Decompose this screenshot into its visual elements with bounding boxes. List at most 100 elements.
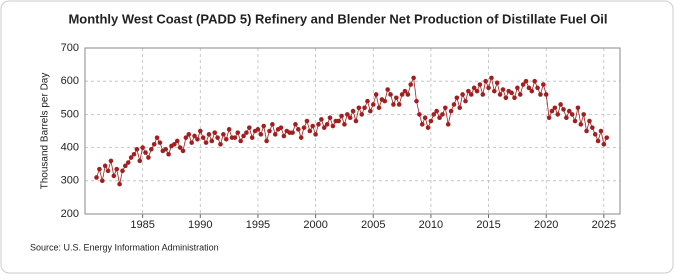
data-point: [414, 98, 419, 104]
data-point: [549, 108, 555, 114]
x-tick-label: 2020: [534, 219, 558, 231]
data-point: [172, 141, 177, 147]
data-point: [247, 125, 252, 130]
y-tick-label: 500: [61, 108, 79, 120]
data-point: [552, 105, 558, 111]
data-point: [529, 88, 535, 94]
data-point: [448, 108, 454, 114]
data-point: [569, 112, 575, 117]
data-point: [572, 118, 578, 124]
data-point: [347, 115, 353, 121]
data-point: [578, 122, 584, 127]
data-point: [353, 118, 359, 124]
data-point: [192, 133, 197, 139]
data-point: [474, 88, 480, 94]
data-point: [97, 166, 102, 172]
data-point: [489, 75, 494, 81]
data-point: [512, 95, 517, 101]
data-point: [102, 163, 108, 169]
data-point: [232, 135, 238, 140]
data-point: [177, 145, 183, 150]
chart-title: Monthly West Coast (PADD 5) Refinery and…: [68, 11, 607, 26]
data-point: [457, 105, 463, 111]
data-point: [486, 85, 491, 91]
data-point: [362, 105, 367, 111]
data-point: [272, 132, 278, 137]
data-point: [419, 122, 425, 127]
data-point: [166, 151, 171, 157]
data-point: [180, 148, 186, 154]
data-point: [301, 125, 307, 130]
data-point: [163, 146, 169, 152]
data-point: [428, 118, 434, 124]
y-tick-label: 600: [61, 75, 79, 87]
data-point: [255, 127, 261, 132]
data-point: [319, 117, 324, 122]
data-point: [587, 118, 592, 124]
data-point: [183, 135, 189, 140]
data-point: [327, 115, 333, 121]
x-tick-label: 1990: [188, 219, 212, 231]
data-point: [140, 145, 145, 150]
data-point: [304, 118, 310, 124]
data-point: [111, 173, 117, 179]
data-point: [532, 78, 537, 84]
data-point: [440, 112, 445, 117]
data-point: [215, 135, 220, 140]
data-point: [241, 133, 246, 139]
data-point: [120, 168, 125, 174]
data-point: [258, 132, 264, 137]
plot-area: [84, 47, 621, 215]
data-point: [598, 128, 604, 134]
x-tick-label: 1995: [246, 219, 270, 231]
data-point: [399, 92, 405, 97]
data-point: [558, 102, 563, 107]
data-point: [494, 80, 500, 86]
data-point: [108, 158, 114, 164]
data-point: [503, 95, 509, 101]
data-point: [417, 112, 422, 117]
data-point: [206, 132, 212, 137]
data-point: [561, 107, 566, 112]
data-point: [200, 135, 206, 140]
data-point: [480, 92, 486, 97]
data-point: [125, 160, 131, 165]
data-point: [264, 138, 269, 144]
data-point: [157, 140, 163, 145]
data-point: [466, 88, 471, 94]
data-point: [307, 128, 313, 134]
data-point: [186, 132, 192, 137]
data-point: [391, 102, 396, 107]
data-point: [604, 135, 610, 140]
data-point: [221, 132, 226, 137]
data-point: [324, 122, 330, 127]
data-point: [134, 146, 140, 152]
data-point: [402, 88, 408, 94]
data-point: [356, 105, 362, 111]
data-point: [226, 127, 232, 132]
y-tick-label: 200: [61, 208, 79, 220]
data-point: [148, 146, 154, 152]
data-point: [477, 82, 483, 87]
data-point: [445, 122, 451, 127]
x-tick-label: 1985: [130, 219, 154, 231]
data-point: [123, 163, 128, 169]
data-point: [463, 98, 468, 104]
x-tick-label: 2000: [303, 219, 327, 231]
data-point: [385, 87, 390, 92]
data-point: [538, 92, 543, 97]
data-point: [281, 133, 287, 139]
data-point: [566, 108, 572, 114]
data-point: [270, 122, 275, 127]
data-point: [293, 122, 298, 127]
data-point: [296, 127, 301, 132]
data-point: [382, 98, 388, 104]
data-point: [451, 102, 457, 107]
data-point: [316, 122, 321, 127]
data-point: [203, 140, 209, 145]
data-point: [437, 115, 442, 121]
frame: [0, 0, 674, 274]
data-point: [212, 130, 218, 135]
data-point: [146, 155, 151, 160]
data-point: [422, 115, 428, 121]
